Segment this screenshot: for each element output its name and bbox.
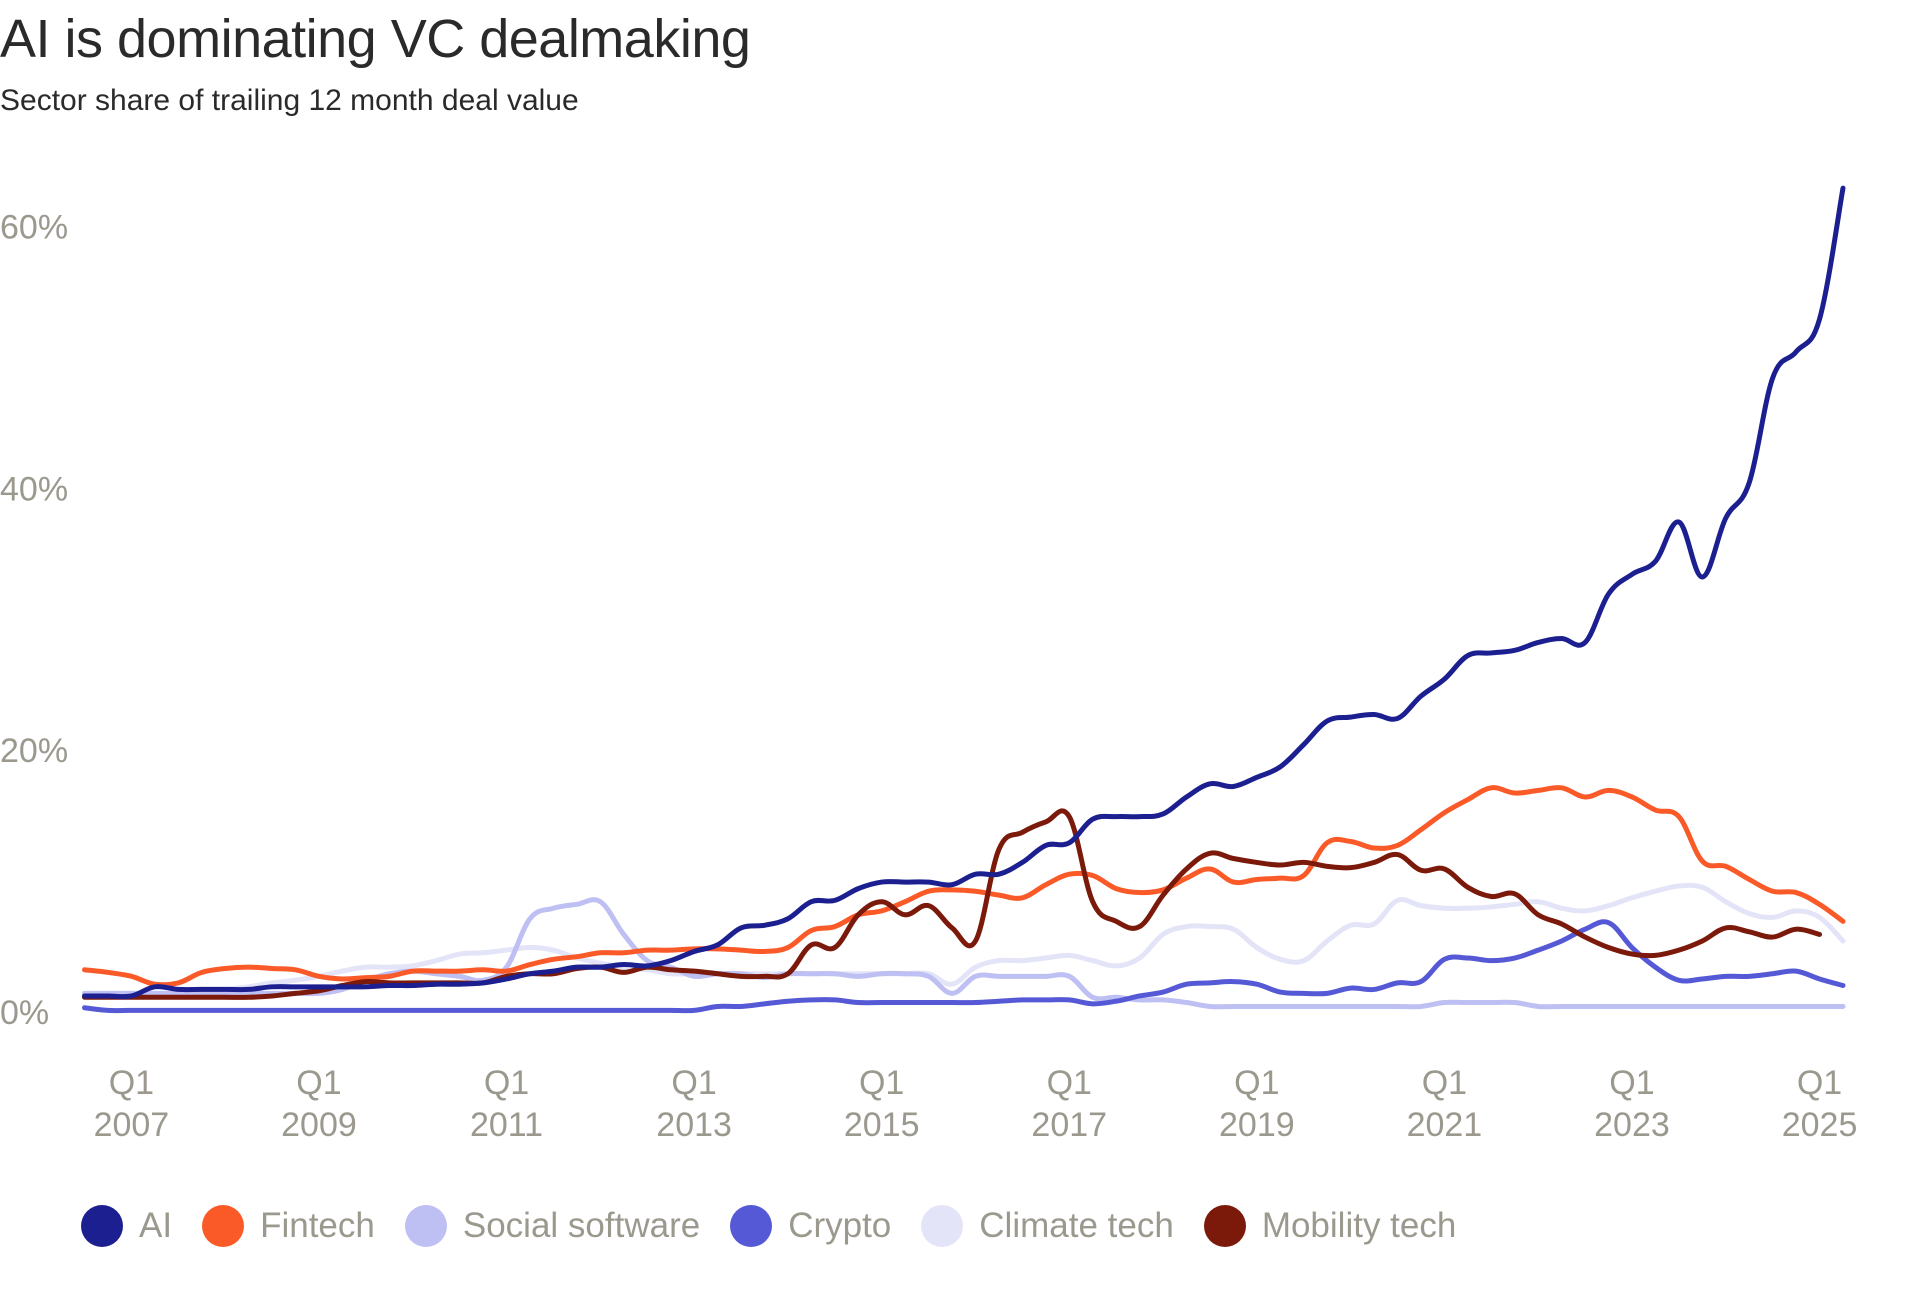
- series-line: [82, 785, 1846, 988]
- series-line: [82, 919, 1846, 1014]
- series-line: [82, 808, 1823, 1000]
- legend-swatch: [730, 1205, 773, 1247]
- y-tick-label: 0%: [0, 994, 49, 1032]
- x-tick-label: Q1 2017: [1031, 1064, 1108, 1144]
- legend-item: Crypto: [730, 1205, 891, 1247]
- x-tick-label: Q1 2011: [469, 1064, 544, 1144]
- x-tick-label: Q1 2021: [1406, 1064, 1483, 1144]
- legend-label: Climate tech: [979, 1206, 1174, 1245]
- y-tick-label: 20%: [0, 732, 68, 770]
- x-tick-label: Q1 2009: [281, 1064, 357, 1144]
- chart-subtitle: Sector share of trailing 12 month deal v…: [0, 84, 579, 117]
- x-tick-label: Q1 2019: [1219, 1064, 1295, 1144]
- legend-label: AI: [139, 1206, 173, 1245]
- y-tick-label: 60%: [0, 208, 68, 246]
- legend-item: Climate tech: [921, 1205, 1174, 1247]
- legend-swatch: [921, 1205, 964, 1247]
- series-line: [82, 882, 1846, 997]
- legend-label: Mobility tech: [1261, 1206, 1457, 1245]
- x-tick-label: Q1 2007: [93, 1064, 170, 1144]
- legend-label: Crypto: [788, 1206, 892, 1245]
- x-tick-label: Q1 2023: [1594, 1064, 1670, 1144]
- y-tick: 0%: [0, 994, 49, 1032]
- legend-swatch: [404, 1205, 447, 1247]
- chart-title: AI is dominating VC dealmaking: [0, 9, 751, 69]
- x-tick-label: Q1 2013: [656, 1064, 732, 1144]
- legend-label: Fintech: [260, 1206, 375, 1245]
- y-tick-label: 40%: [0, 470, 68, 508]
- x-tick-label: Q1 2025: [1781, 1064, 1858, 1144]
- y-tick: 60%: [0, 208, 68, 246]
- y-tick: 20%: [0, 732, 68, 770]
- legend-label: Social software: [462, 1206, 701, 1245]
- legend-item: Fintech: [202, 1205, 375, 1247]
- legend: AI Fintech Social software Crypto Climate te…: [81, 1205, 1486, 1247]
- legend-item: AI: [81, 1205, 172, 1247]
- legend-swatch: [1203, 1205, 1246, 1247]
- series-line: [82, 185, 1846, 1000]
- y-tick: 40%: [0, 470, 68, 508]
- legend-swatch: [202, 1205, 245, 1247]
- x-tick-label: Q1 2015: [843, 1064, 920, 1144]
- legend-item: Mobility tech: [1203, 1205, 1457, 1247]
- legend-swatch: [81, 1205, 123, 1247]
- series-line: [82, 897, 1846, 1010]
- legend-item: Social software: [404, 1205, 701, 1247]
